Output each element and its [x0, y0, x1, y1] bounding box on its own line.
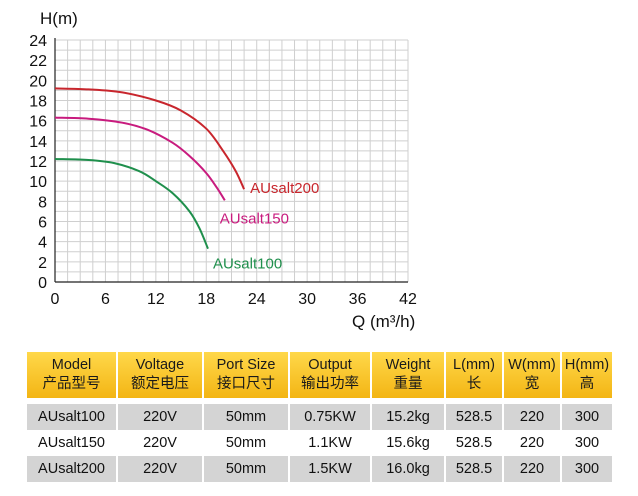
series-label-ausalt200: AUsalt200: [250, 180, 319, 197]
cell-voltage: 220V: [117, 430, 204, 456]
y-tick-label: 0: [38, 275, 47, 292]
x-tick-label: 30: [298, 291, 316, 308]
series-label-ausalt150: AUsalt150: [220, 210, 289, 227]
x-tick-label: 42: [399, 291, 417, 308]
cell-output: 1.5KW: [289, 456, 372, 482]
specification-table: Model 产品型号 Voltage 额定电压 Port Size 接口尺寸 Outp…: [27, 352, 612, 482]
cell-voltage: 220V: [117, 404, 204, 430]
cell-width: 220: [503, 404, 562, 430]
series-label-ausalt100: AUsalt100: [213, 256, 282, 273]
cell-weight: 15.2kg: [371, 404, 446, 430]
table-row: AUsalt150 220V 50mm 1.1KW 15.6kg 528.5 2…: [27, 430, 612, 456]
x-tick-label: 12: [147, 291, 165, 308]
y-tick-label: 2: [38, 255, 47, 272]
y-tick-label: 24: [29, 33, 47, 50]
cell-height: 300: [561, 404, 612, 430]
series-line-ausalt200: [54, 87, 246, 190]
cell-weight: 16.0kg: [371, 456, 446, 482]
chart-grid: [54, 39, 409, 283]
x-tick-label: 24: [248, 291, 266, 308]
table-row: AUsalt100 220V 50mm 0.75KW 15.2kg 528.5 …: [27, 404, 612, 430]
y-tick-label: 4: [38, 235, 47, 252]
cell-weight: 15.6kg: [371, 430, 446, 456]
cell-model: AUsalt200: [27, 456, 118, 482]
y-tick-label: 10: [29, 174, 47, 191]
y-tick-label: 14: [29, 134, 47, 151]
cell-port-size: 50mm: [203, 456, 290, 482]
x-tick-label: 18: [197, 291, 215, 308]
header-voltage: Voltage 额定电压: [117, 352, 204, 398]
cell-model: AUsalt100: [27, 404, 118, 430]
header-output: Output 输出功率: [289, 352, 372, 398]
header-port-size: Port Size 接口尺寸: [203, 352, 290, 398]
header-width: W(mm) 宽: [503, 352, 562, 398]
y-tick-label: 18: [29, 94, 47, 111]
cell-voltage: 220V: [117, 456, 204, 482]
cell-height: 300: [561, 430, 612, 456]
y-tick-label: 20: [29, 73, 47, 90]
y-axis-label: H(m): [40, 9, 78, 28]
y-tick-label: 22: [29, 53, 47, 70]
series-line-ausalt100: [54, 158, 209, 250]
cell-length: 528.5: [445, 456, 504, 482]
cell-output: 1.1KW: [289, 430, 372, 456]
y-tick-label: 12: [29, 154, 47, 171]
cell-length: 528.5: [445, 430, 504, 456]
y-tick-label: 6: [38, 215, 47, 232]
x-tick-label: 0: [51, 291, 60, 308]
table-header-row: Model 产品型号 Voltage 额定电压 Port Size 接口尺寸 Outp…: [27, 352, 612, 398]
cell-length: 528.5: [445, 404, 504, 430]
cell-port-size: 50mm: [203, 430, 290, 456]
cell-width: 220: [503, 430, 562, 456]
x-tick-label: 36: [349, 291, 367, 308]
cell-width: 220: [503, 456, 562, 482]
y-tick-label: 16: [29, 114, 47, 131]
x-tick-label: 6: [101, 291, 110, 308]
table-row: AUsalt200 220V 50mm 1.5KW 16.0kg 528.5 2…: [27, 456, 612, 482]
header-weight: Weight 重量: [371, 352, 446, 398]
header-model: Model 产品型号: [27, 352, 118, 398]
header-length: L(mm) 长: [445, 352, 504, 398]
cell-output: 0.75KW: [289, 404, 372, 430]
cell-height: 300: [561, 456, 612, 482]
y-tick-label: 8: [38, 194, 47, 211]
cell-model: AUsalt150: [27, 430, 118, 456]
cell-port-size: 50mm: [203, 404, 290, 430]
series-line-ausalt150: [54, 116, 226, 201]
header-height: H(mm) 高: [561, 352, 612, 398]
chart-series: AUsalt200 AUsalt150 AUsalt100: [54, 87, 319, 273]
x-axis-label: Q (m³/h): [352, 312, 415, 331]
